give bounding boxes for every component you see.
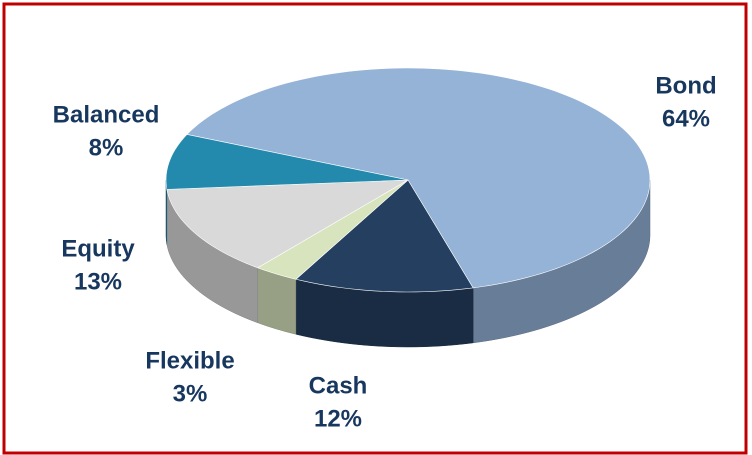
slice-label: Cash <box>309 372 368 399</box>
pie <box>165 67 651 348</box>
slice-value-label: 64% <box>662 105 710 132</box>
pie-slice <box>295 179 474 293</box>
slice-value-label: 13% <box>74 268 122 295</box>
slice-value-label: 12% <box>314 405 362 432</box>
pie-slice <box>166 179 409 269</box>
pie-slice <box>165 134 409 190</box>
slice-value-label: 8% <box>89 134 124 161</box>
slice-value-label: 3% <box>173 380 208 407</box>
labels: Bond 64% Cash 12% Flexible 3% Equity 13% Balance… <box>53 72 717 432</box>
pie-slice <box>256 179 409 280</box>
slice-label: Flexible <box>145 347 234 374</box>
slice-label: Equity <box>61 235 135 262</box>
pie-slice <box>186 67 651 289</box>
slice-label: Balanced <box>53 101 160 128</box>
slice-label: Bond <box>655 72 716 99</box>
